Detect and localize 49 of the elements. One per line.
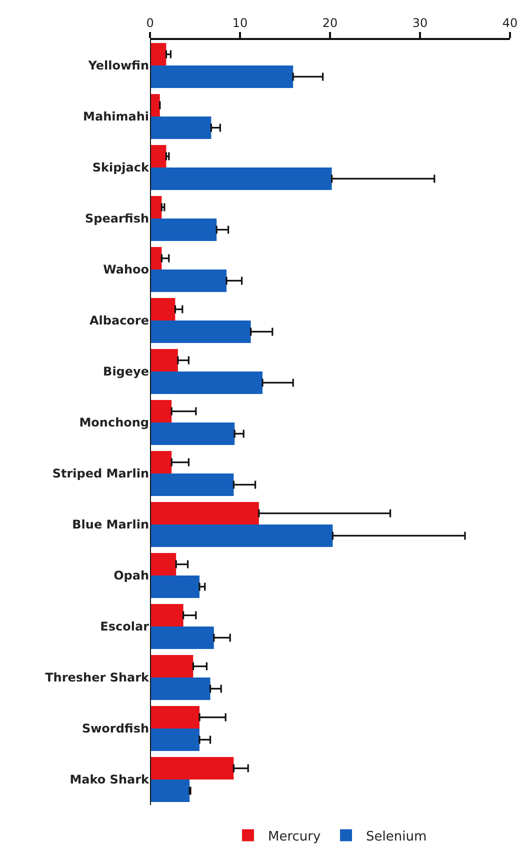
y-tick-label: Monchong: [79, 416, 149, 430]
bar: [150, 400, 172, 422]
y-tick-label: Bigeye: [103, 364, 149, 379]
bar: [150, 474, 234, 496]
y-tick-label: Blue Marlin: [72, 518, 149, 532]
bar: [150, 728, 200, 751]
x-tick-label: 10: [232, 16, 248, 30]
y-tick-label: Swordfish: [82, 722, 149, 736]
bar: [150, 626, 214, 649]
bar: [150, 145, 166, 168]
bar: [150, 422, 235, 445]
y-tick-label: Thresher Shark: [45, 670, 150, 685]
bar: [150, 502, 259, 524]
x-tick-label: 20: [322, 16, 338, 30]
bar: [150, 678, 210, 700]
y-tick-label: Mahimahi: [83, 110, 149, 124]
y-tick-label: Opah: [114, 568, 149, 583]
bar: [150, 298, 176, 320]
bar: [150, 66, 294, 88]
y-tick-label: Wahoo: [103, 262, 149, 277]
bar: [150, 451, 172, 474]
legend-label: Selenium: [366, 829, 427, 844]
bar: [150, 780, 190, 802]
bar: [150, 706, 200, 728]
y-tick-label: Albacore: [89, 314, 149, 328]
bar: [150, 655, 194, 678]
y-tick-label: Spearfish: [85, 212, 149, 226]
x-tick-label: 30: [412, 16, 428, 30]
y-tick-label: Skipjack: [92, 160, 150, 175]
x-tick-label: 40: [502, 16, 518, 30]
bar: [150, 320, 251, 343]
bar: [150, 553, 176, 576]
bar: [150, 524, 333, 547]
legend-label: Mercury: [268, 829, 322, 844]
y-tick-label: Escolar: [100, 620, 150, 634]
y-tick-label: Striped Marlin: [52, 466, 149, 481]
bar: [150, 372, 262, 394]
bar: [150, 757, 234, 780]
bar: [150, 168, 332, 190]
bar: [150, 604, 184, 626]
y-tick-label: Yellowfin: [87, 58, 149, 73]
bar: [150, 43, 166, 66]
bar: [150, 576, 200, 598]
y-tick-label: Mako Shark: [70, 772, 150, 787]
bar: [150, 218, 217, 241]
x-tick-label: 0: [146, 16, 154, 30]
bar: [150, 349, 178, 372]
bar: [150, 270, 226, 292]
bar: [150, 116, 212, 139]
